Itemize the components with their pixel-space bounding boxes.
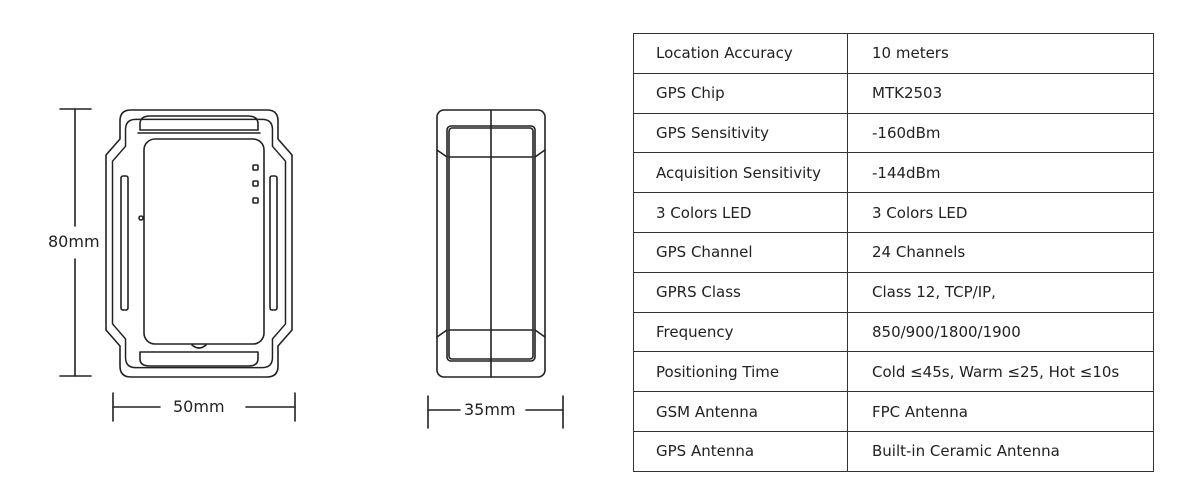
spec-value: MTK2503 [847, 72, 1154, 114]
spec-label: GPS Antenna [633, 430, 848, 472]
side-width-dimension-label: 35mm [464, 400, 516, 420]
spec-label: 3 Colors LED [633, 192, 848, 233]
front-width-dimension-line [112, 392, 296, 422]
side-width-dimension-line [427, 395, 564, 429]
spec-value: FPC Antenna [847, 391, 1154, 432]
height-dimension-line [59, 108, 92, 377]
spec-label: GPS Channel [633, 231, 848, 273]
table-row: GPS Chip MTK2503 [633, 72, 1154, 114]
spec-label: GPS Sensitivity [633, 112, 848, 154]
table-row: 3 Colors LED 3 Colors LED [633, 192, 1154, 233]
spec-label: Acquisition Sensitivity [633, 152, 848, 194]
device-side-view [436, 109, 546, 378]
spec-label: Positioning Time [633, 351, 848, 393]
device-front-view [105, 109, 293, 378]
table-row: GPS Channel 24 Channels [633, 231, 1154, 273]
table-row: GSM Antenna FPC Antenna [633, 391, 1154, 432]
spec-value: Cold ≤45s, Warm ≤25, Hot ≤10s [847, 351, 1154, 393]
spec-label: GPRS Class [633, 271, 848, 313]
spec-value: 24 Channels [847, 231, 1154, 273]
spec-value: Built-in Ceramic Antenna [847, 430, 1154, 472]
table-row: Frequency 850/900/1800/1900 [633, 311, 1154, 353]
spec-table: Location Accuracy 10 meters GPS Chip MTK25… [633, 33, 1154, 472]
spec-value: 3 Colors LED [847, 192, 1154, 233]
spec-label: Location Accuracy [633, 33, 848, 74]
spec-label: Frequency [633, 311, 848, 353]
table-row: GPRS Class Class 12, TCP/IP, [633, 271, 1154, 313]
height-dimension-label: 80mm [48, 232, 100, 252]
spec-label: GSM Antenna [633, 391, 848, 432]
spec-value: 850/900/1800/1900 [847, 311, 1154, 353]
table-row: Positioning Time Cold ≤45s, Warm ≤25, Hot… [633, 351, 1154, 393]
table-row: GPS Sensitivity -160dBm [633, 112, 1154, 154]
spec-value: Class 12, TCP/IP, [847, 271, 1154, 313]
table-row: Location Accuracy 10 meters [633, 33, 1154, 74]
spec-value: -144dBm [847, 152, 1154, 194]
spec-value: 10 meters [847, 33, 1154, 74]
spec-value: -160dBm [847, 112, 1154, 154]
table-row: GPS Antenna Built-in Ceramic Antenna [633, 430, 1154, 472]
spec-label: GPS Chip [633, 72, 848, 114]
table-row: Acquisition Sensitivity -144dBm [633, 152, 1154, 194]
front-width-dimension-label: 50mm [173, 397, 225, 417]
